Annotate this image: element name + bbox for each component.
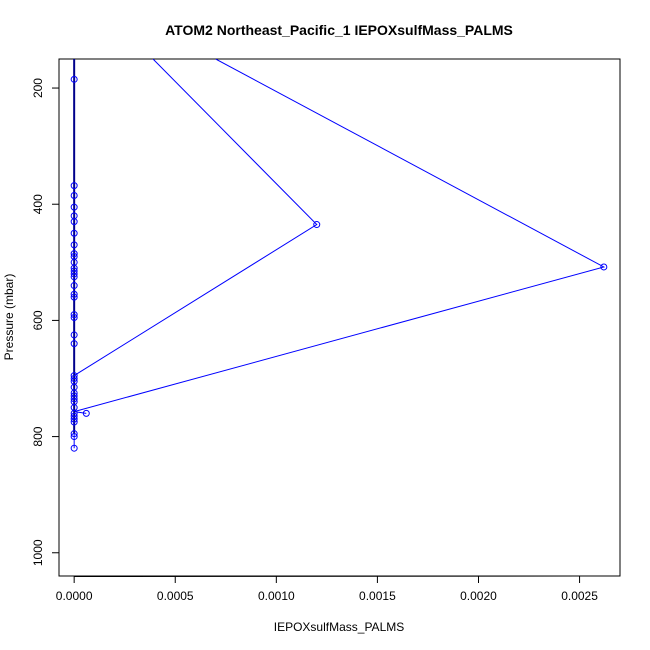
data-point — [70, 282, 78, 290]
data-point — [70, 273, 78, 281]
y-axis: 200 400 600 800 1000 — [31, 78, 60, 566]
series-lines — [73, 59, 606, 449]
y-tick-label: 600 — [31, 310, 45, 330]
data-point — [70, 75, 78, 83]
data-point — [70, 229, 78, 237]
x-axis: 0.0000 0.0005 0.0010 0.0015 0.0020 0.0025 — [56, 575, 598, 603]
data-point — [70, 418, 78, 426]
data-point — [70, 340, 78, 348]
x-tick-label: 0.0025 — [561, 589, 598, 603]
data-point — [70, 395, 78, 403]
data-point — [70, 415, 78, 423]
chart-title: ATOM2 Northeast_Pacific_1 IEPOXsulfMass_… — [165, 22, 513, 38]
y-tick-label: 1000 — [31, 539, 45, 566]
x-axis-line — [74, 575, 580, 577]
series-line — [73, 59, 318, 377]
data-point — [70, 250, 78, 258]
data-point — [600, 263, 608, 271]
series-points — [70, 75, 608, 452]
x-tick-label: 0.0005 — [157, 589, 194, 603]
y-axis-label: Pressure (mbar) — [2, 274, 16, 361]
x-tick-label: 0.0010 — [258, 589, 295, 603]
y-tick-label: 800 — [31, 426, 45, 446]
data-point — [70, 331, 78, 339]
data-point — [70, 218, 78, 226]
data-point — [70, 293, 78, 301]
data-point — [70, 182, 78, 190]
data-point — [70, 374, 78, 382]
x-tick-label: 0.0015 — [359, 589, 396, 603]
data-point — [70, 314, 78, 321]
data-point — [70, 444, 78, 452]
data-point — [70, 203, 78, 211]
x-axis-label: IEPOXsulfMass_PALMS — [274, 620, 405, 634]
plot-frame — [58, 58, 621, 577]
data-point — [70, 192, 78, 200]
data-point — [70, 290, 78, 298]
x-tick-label: 0.0020 — [460, 589, 497, 603]
y-tick-label: 400 — [31, 194, 45, 214]
data-point — [70, 433, 78, 441]
data-point — [70, 311, 78, 319]
data-point — [70, 270, 78, 278]
x-tick-label: 0.0000 — [56, 589, 93, 603]
data-point — [70, 241, 78, 249]
data-point — [70, 430, 78, 438]
data-point — [313, 221, 321, 229]
data-point — [82, 409, 90, 417]
y-tick-label: 200 — [31, 78, 45, 98]
series-line — [74, 59, 606, 414]
